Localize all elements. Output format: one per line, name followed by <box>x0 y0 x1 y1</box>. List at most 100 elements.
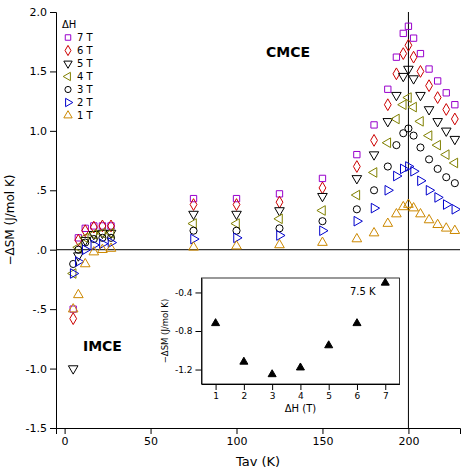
point <box>369 152 379 160</box>
point <box>450 225 460 233</box>
point <box>417 144 424 151</box>
point <box>296 363 304 370</box>
tick: 100 <box>227 428 248 448</box>
point <box>353 206 360 213</box>
point <box>417 50 423 56</box>
legend-marker <box>64 111 72 118</box>
tick: 6 <box>355 384 361 401</box>
point <box>70 313 77 325</box>
point <box>410 35 416 41</box>
tick-label: 7 <box>383 391 389 401</box>
point <box>370 187 377 194</box>
tick: -0.8 <box>175 326 202 336</box>
point <box>434 78 440 84</box>
annotation: IMCE <box>83 338 122 354</box>
inset-y-axis: -1.2 -0.8 -0.4 <box>175 279 202 385</box>
tick-mark <box>357 384 358 390</box>
tick: -1.0 <box>26 363 56 376</box>
tick-mark <box>272 384 273 390</box>
point <box>384 99 391 111</box>
point <box>319 218 326 225</box>
legend-item: 3 T <box>65 84 94 95</box>
point <box>89 247 99 255</box>
point <box>424 131 432 141</box>
point <box>190 199 197 211</box>
point <box>443 200 451 210</box>
point <box>425 156 432 163</box>
tick: 1.0 <box>30 125 57 138</box>
point <box>449 158 457 168</box>
point <box>318 193 328 201</box>
tick: 2 <box>241 384 247 401</box>
tick-label: -1.0 <box>26 363 47 376</box>
tick-label: .0 <box>37 244 48 257</box>
tick: 50 <box>144 428 158 448</box>
tick-label: 2.0 <box>30 6 48 19</box>
legend-item: 4 T <box>63 71 93 82</box>
tick: 4 <box>298 384 304 401</box>
point <box>382 138 390 148</box>
legend-item: 2 T <box>66 97 94 108</box>
tick-label: 150 <box>312 435 333 448</box>
axis-line <box>57 429 461 435</box>
point <box>233 199 240 211</box>
tick: 150 <box>312 428 333 448</box>
tick: 1 <box>213 384 219 401</box>
tick-label: 50 <box>144 435 158 448</box>
tick-mark <box>329 384 330 390</box>
tick-mark <box>151 428 152 434</box>
point <box>275 208 285 216</box>
tick: -1.5 <box>26 422 56 435</box>
tick-mark <box>244 384 245 390</box>
point <box>88 229 96 239</box>
tick-label: -1.2 <box>175 365 193 375</box>
point <box>105 228 113 238</box>
point <box>68 304 78 312</box>
tick: .0 <box>37 244 57 257</box>
point <box>385 185 393 195</box>
legend-marker <box>65 45 71 55</box>
point <box>74 289 84 297</box>
point <box>383 119 393 127</box>
point <box>319 182 326 194</box>
x-axis: 050100150200 <box>57 428 461 448</box>
tick-label: .5 <box>37 184 48 197</box>
tick-mark <box>195 292 201 293</box>
inset-x-axis: 1234567 <box>202 384 400 401</box>
point <box>432 140 440 150</box>
point <box>325 341 333 348</box>
point <box>232 211 242 219</box>
series <box>70 125 459 268</box>
tick: -1.2 <box>175 365 202 375</box>
point <box>451 113 458 125</box>
tick-label: 1.5 <box>30 65 48 78</box>
point <box>276 196 283 208</box>
tick: 3 <box>270 384 276 401</box>
tick: -.5 <box>33 303 56 316</box>
point <box>354 216 362 226</box>
point <box>398 100 406 110</box>
series <box>68 93 458 279</box>
point <box>73 243 81 253</box>
point <box>319 175 325 181</box>
plot-area: 050100150200-1.5-1.0-.5.0.51.01.52.0CMCE… <box>26 6 461 448</box>
point <box>75 246 82 253</box>
point <box>400 30 406 36</box>
chart-svg: 050100150200-1.5-1.0-.5.0.51.01.52.0CMCE… <box>0 0 474 474</box>
point <box>190 227 197 234</box>
point <box>384 163 391 170</box>
legend-item: 7 T <box>65 32 93 43</box>
tick: -0.4 <box>175 288 202 298</box>
point <box>452 204 460 214</box>
axis-line <box>50 13 57 429</box>
point <box>383 218 393 226</box>
legend-marker <box>66 98 73 106</box>
legend-label: 3 T <box>77 84 94 95</box>
tick-mark <box>50 369 56 370</box>
point <box>406 162 414 172</box>
point <box>424 214 434 222</box>
point <box>368 168 376 178</box>
tick: 200 <box>398 428 419 448</box>
point <box>353 319 361 326</box>
marks <box>56 12 460 428</box>
